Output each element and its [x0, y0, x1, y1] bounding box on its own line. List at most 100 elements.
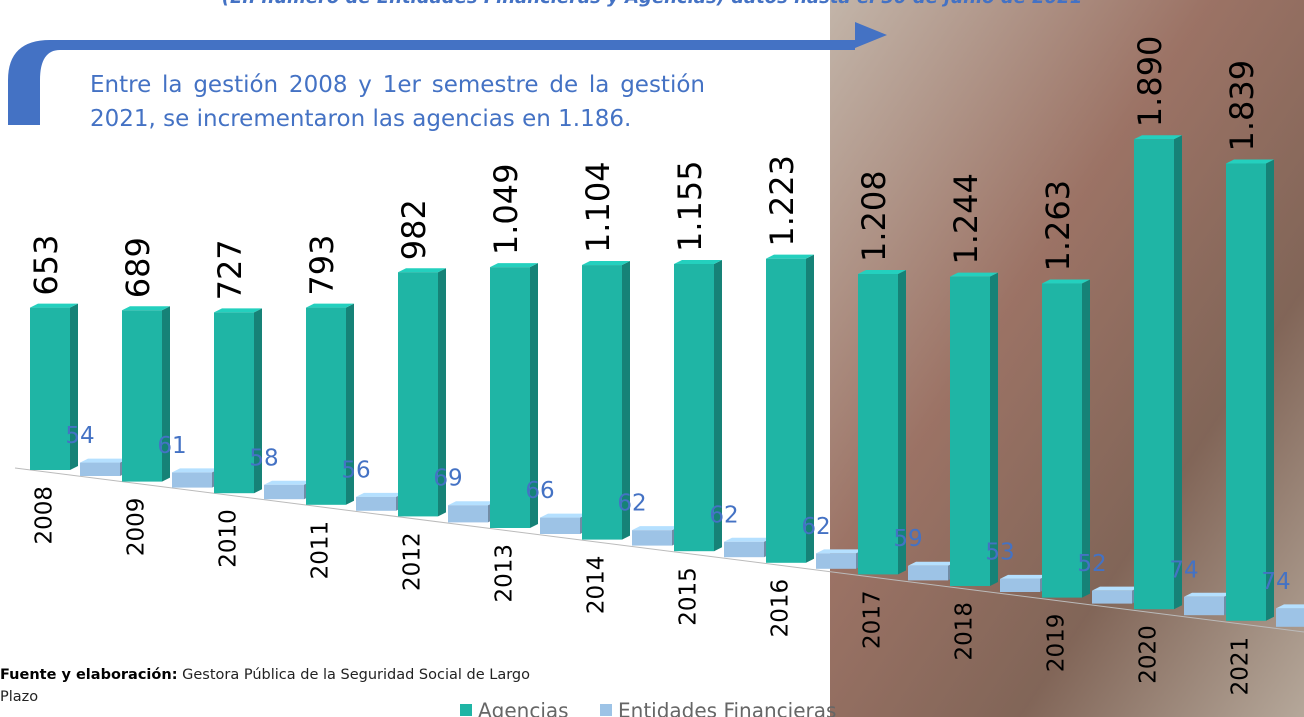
bar-agencias	[30, 307, 70, 470]
bar-agencias-side	[438, 268, 446, 517]
value-label: 1.244	[947, 173, 985, 265]
x-tick-label: 2016	[768, 579, 794, 638]
bar-agencias	[582, 265, 622, 540]
x-tick-label: 2017	[860, 590, 886, 649]
value-label: 74	[1169, 557, 1198, 583]
bar-agencias-top	[582, 261, 630, 266]
value-label: 727	[211, 239, 249, 300]
value-label: 53	[985, 539, 1014, 565]
bar-agencias-top	[214, 308, 262, 313]
value-label: 982	[395, 199, 433, 260]
bar-agencias-top	[30, 303, 78, 308]
bar-agencias-side	[898, 269, 906, 575]
bar-entidades	[356, 496, 396, 511]
bar-agencias-side	[530, 263, 538, 528]
value-label: 1.104	[579, 161, 617, 253]
bar-entidades	[908, 565, 948, 581]
bar-entidades-top	[540, 513, 588, 518]
bar-agencias-top	[1226, 159, 1274, 164]
bar-entidades-top	[448, 501, 496, 506]
annotation: Entre la gestión 2008 y 1er semestre de …	[90, 72, 705, 132]
bar-agencias-top	[766, 254, 814, 259]
value-label: 56	[341, 457, 370, 483]
bar-agencias	[214, 312, 254, 494]
value-label: 69	[433, 466, 462, 492]
x-tick-label: 2015	[676, 567, 702, 626]
value-label: 62	[801, 514, 830, 540]
bar-entidades	[1276, 608, 1304, 627]
bar-agencias-side	[714, 259, 722, 552]
x-tick-label: 2010	[216, 509, 242, 568]
bar-agencias-side	[254, 308, 262, 494]
bar-entidades-top	[264, 480, 312, 485]
bar-agencias-side	[1174, 135, 1182, 610]
bar-agencias	[490, 267, 530, 528]
bar-agencias-top	[950, 272, 998, 277]
x-tick-label: 2018	[952, 602, 978, 661]
value-label: 1.223	[763, 155, 801, 247]
bar-agencias-top	[1042, 279, 1090, 284]
value-label: 1.839	[1223, 60, 1261, 152]
value-label: 62	[709, 502, 738, 528]
source-label: Fuente y elaboración:	[0, 667, 178, 683]
bar-entidades-top	[172, 468, 220, 473]
x-tick-label: 2009	[124, 498, 150, 557]
bar-entidades	[80, 462, 120, 476]
bar-agencias	[1226, 163, 1266, 621]
x-tick-label: 2021	[1228, 637, 1254, 696]
legend-swatch	[460, 704, 472, 716]
bar-agencias	[1042, 283, 1082, 598]
bar-agencias	[398, 272, 438, 517]
value-label: 793	[303, 235, 341, 296]
bar-entidades-top	[356, 492, 404, 497]
x-tick-label: 2020	[1136, 625, 1162, 684]
source: Fuente y elaboración: Gestora Pública de…	[0, 664, 560, 708]
bar-entidades-top	[1276, 604, 1304, 609]
bar-entidades	[1092, 590, 1132, 604]
value-label: 1.890	[1131, 36, 1169, 128]
bar-entidades	[724, 541, 764, 558]
value-label: 74	[1261, 569, 1290, 595]
bar-entidades	[1000, 578, 1040, 592]
bar-entidades-top	[1092, 586, 1140, 591]
value-label: 1.155	[671, 160, 709, 252]
legend-swatch	[600, 704, 612, 716]
value-label: 1.049	[487, 164, 525, 256]
bar-agencias-top	[490, 263, 538, 268]
bar-agencias-top	[398, 268, 446, 273]
bar-entidades	[172, 472, 212, 488]
bar-agencias-top	[674, 259, 722, 264]
bar-entidades-top	[632, 526, 680, 531]
value-label: 52	[1077, 551, 1106, 577]
value-label: 59	[893, 526, 922, 552]
value-label: 66	[525, 478, 554, 504]
bar-agencias-side	[622, 261, 630, 540]
bar-agencias-side	[162, 306, 170, 482]
floor-line	[14, 467, 1304, 633]
value-label: 653	[27, 235, 65, 296]
value-label: 62	[617, 491, 646, 517]
bar-agencias-side	[990, 272, 998, 586]
bar-agencias-top	[1134, 135, 1182, 140]
legend-label: Entidades Financieras	[618, 699, 836, 717]
bar-entidades-top	[80, 458, 128, 463]
chart-title: (En número de Entidades Financieras y Ag…	[222, 0, 1082, 8]
value-label: 689	[119, 237, 157, 298]
x-tick-label: 2008	[32, 486, 58, 545]
value-label: 1.208	[855, 170, 893, 262]
source-text: Gestora Pública de la Seguridad Social d…	[0, 667, 530, 705]
bar-entidades-top	[816, 549, 864, 554]
bar-entidades	[264, 484, 304, 500]
value-label: 58	[249, 445, 278, 471]
bar-entidades	[816, 553, 856, 569]
value-label: 61	[157, 433, 186, 459]
value-label: 1.263	[1039, 180, 1077, 272]
bar-agencias	[674, 263, 714, 552]
bar-entidades	[1184, 596, 1224, 616]
bar-entidades	[632, 530, 672, 546]
bar-agencias	[950, 276, 990, 586]
bar-agencias-top	[306, 303, 354, 308]
bar-entidades-top	[1000, 574, 1048, 579]
bar-entidades	[448, 505, 488, 523]
arrow	[8, 22, 887, 125]
